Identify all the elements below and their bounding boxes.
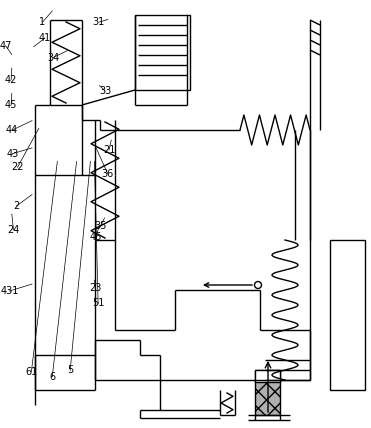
Text: 431: 431 (0, 286, 19, 296)
Text: 22: 22 (11, 162, 24, 172)
Text: 21: 21 (103, 145, 115, 155)
Bar (255, 370, 280, 415)
Bar (330, 240, 365, 390)
Text: 33: 33 (99, 86, 111, 96)
Text: 41: 41 (39, 33, 51, 43)
Text: 24: 24 (7, 225, 20, 235)
Text: 6: 6 (49, 372, 55, 382)
Text: 5: 5 (67, 366, 73, 375)
Text: 47: 47 (0, 41, 12, 51)
Text: 61: 61 (25, 366, 37, 377)
Text: 43: 43 (6, 149, 19, 159)
Text: 51: 51 (92, 298, 104, 309)
Text: 1: 1 (39, 17, 46, 27)
Text: 2: 2 (13, 201, 19, 211)
Text: 31: 31 (93, 17, 105, 27)
Text: 34: 34 (47, 53, 59, 62)
Text: 35: 35 (94, 221, 106, 232)
Bar (255, 370, 280, 382)
Text: 23: 23 (89, 283, 102, 293)
Text: 46: 46 (90, 232, 102, 241)
Text: 44: 44 (6, 125, 18, 135)
Text: 42: 42 (5, 75, 17, 85)
Bar (135, 15, 190, 90)
Text: 36: 36 (101, 169, 114, 178)
Text: 45: 45 (5, 100, 17, 110)
